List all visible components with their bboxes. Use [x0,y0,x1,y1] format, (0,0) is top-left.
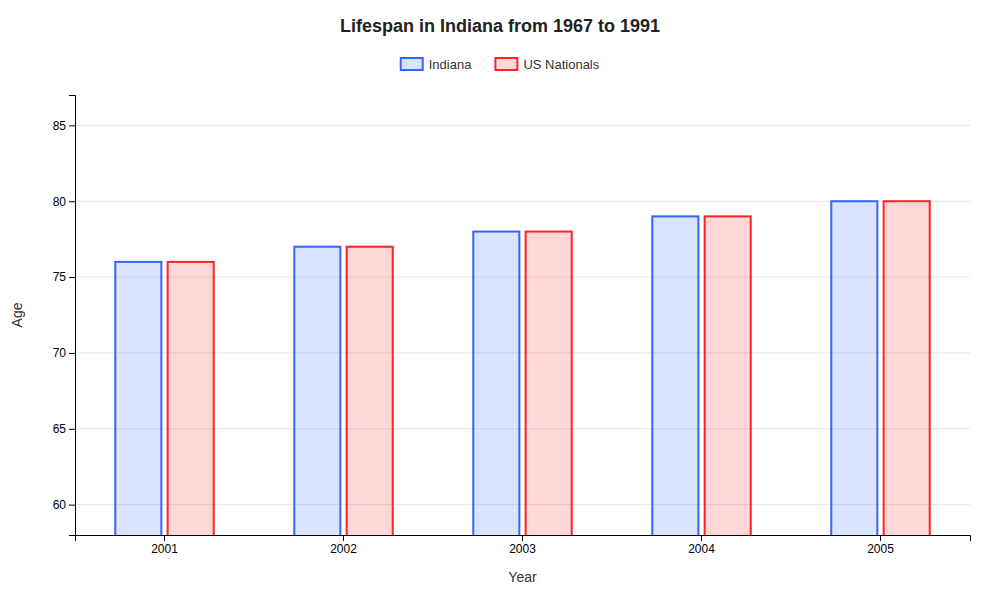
y-axis-title: Age [9,302,25,327]
x-tick: 2004 [688,535,715,556]
plot-area: 2001 2002 2003 2004 2005 60 65 70 75 80 85 [53,96,971,600]
bar [526,232,572,535]
y-tick-mark [69,353,75,354]
chart: 2001 2002 2003 2004 2005 60 65 70 75 80 85 Year Age L… [0,0,1000,600]
series [168,201,930,535]
grid-line [75,125,970,126]
y-tick: 65 [53,422,75,436]
y-tick-label: 75 [53,270,67,284]
bar [294,247,340,535]
x-tick-label: 2003 [509,542,536,556]
x-tick-mark [880,535,881,541]
legend-item: Indiana [401,57,472,72]
legend-item: US Nationals [495,57,599,72]
legend-label: US Nationals [523,57,599,72]
x-axis-line [76,536,971,542]
x-tick: 2001 [151,535,178,556]
bar [115,262,161,535]
series [115,201,877,535]
x-tick-label: 2001 [151,542,178,556]
bar [473,232,519,535]
y-tick-mark [69,201,75,202]
x-tick: 2003 [509,535,536,556]
x-tick-mark [522,535,523,541]
legend: Indiana US Nationals [401,57,600,72]
y-tick: 75 [53,270,75,284]
legend-swatch [401,58,423,70]
x-tick-label: 2005 [867,542,894,556]
y-tick-label: 60 [53,498,67,512]
bar [884,201,930,535]
x-tick: 2002 [330,535,357,556]
x-tick-label: 2004 [688,542,715,556]
legend-label: Indiana [429,57,472,72]
x-axis-title: Year [508,569,537,585]
bar [831,201,877,535]
x-tick-mark [701,535,702,541]
bars [115,201,929,535]
y-tick: 60 [53,498,75,512]
y-axis-line [69,96,76,536]
y-tick-mark [69,125,75,126]
x-axis: 2001 2002 2003 2004 2005 [76,535,971,556]
bar [347,247,393,535]
bar [168,262,214,535]
y-tick: 85 [53,119,75,133]
bar [705,216,751,535]
y-tick-label: 65 [53,422,67,436]
title: Lifespan in Indiana from 1967 to 1991 [340,16,660,36]
x-tick-mark [164,535,165,541]
y-tick-mark [69,505,75,506]
x-tick: 2005 [867,535,894,556]
y-tick-label: 80 [53,195,67,209]
y-tick-label: 85 [53,119,67,133]
x-tick-label: 2002 [330,542,357,556]
y-tick: 80 [53,195,75,209]
bar [652,216,698,535]
y-tick-mark [69,429,75,430]
x-tick-mark [343,535,344,541]
y-axis: 60 65 70 75 80 85 [53,96,76,536]
legend-swatch [495,58,517,70]
y-tick-label: 70 [53,346,67,360]
y-tick: 70 [53,346,75,360]
y-tick-mark [69,277,75,278]
